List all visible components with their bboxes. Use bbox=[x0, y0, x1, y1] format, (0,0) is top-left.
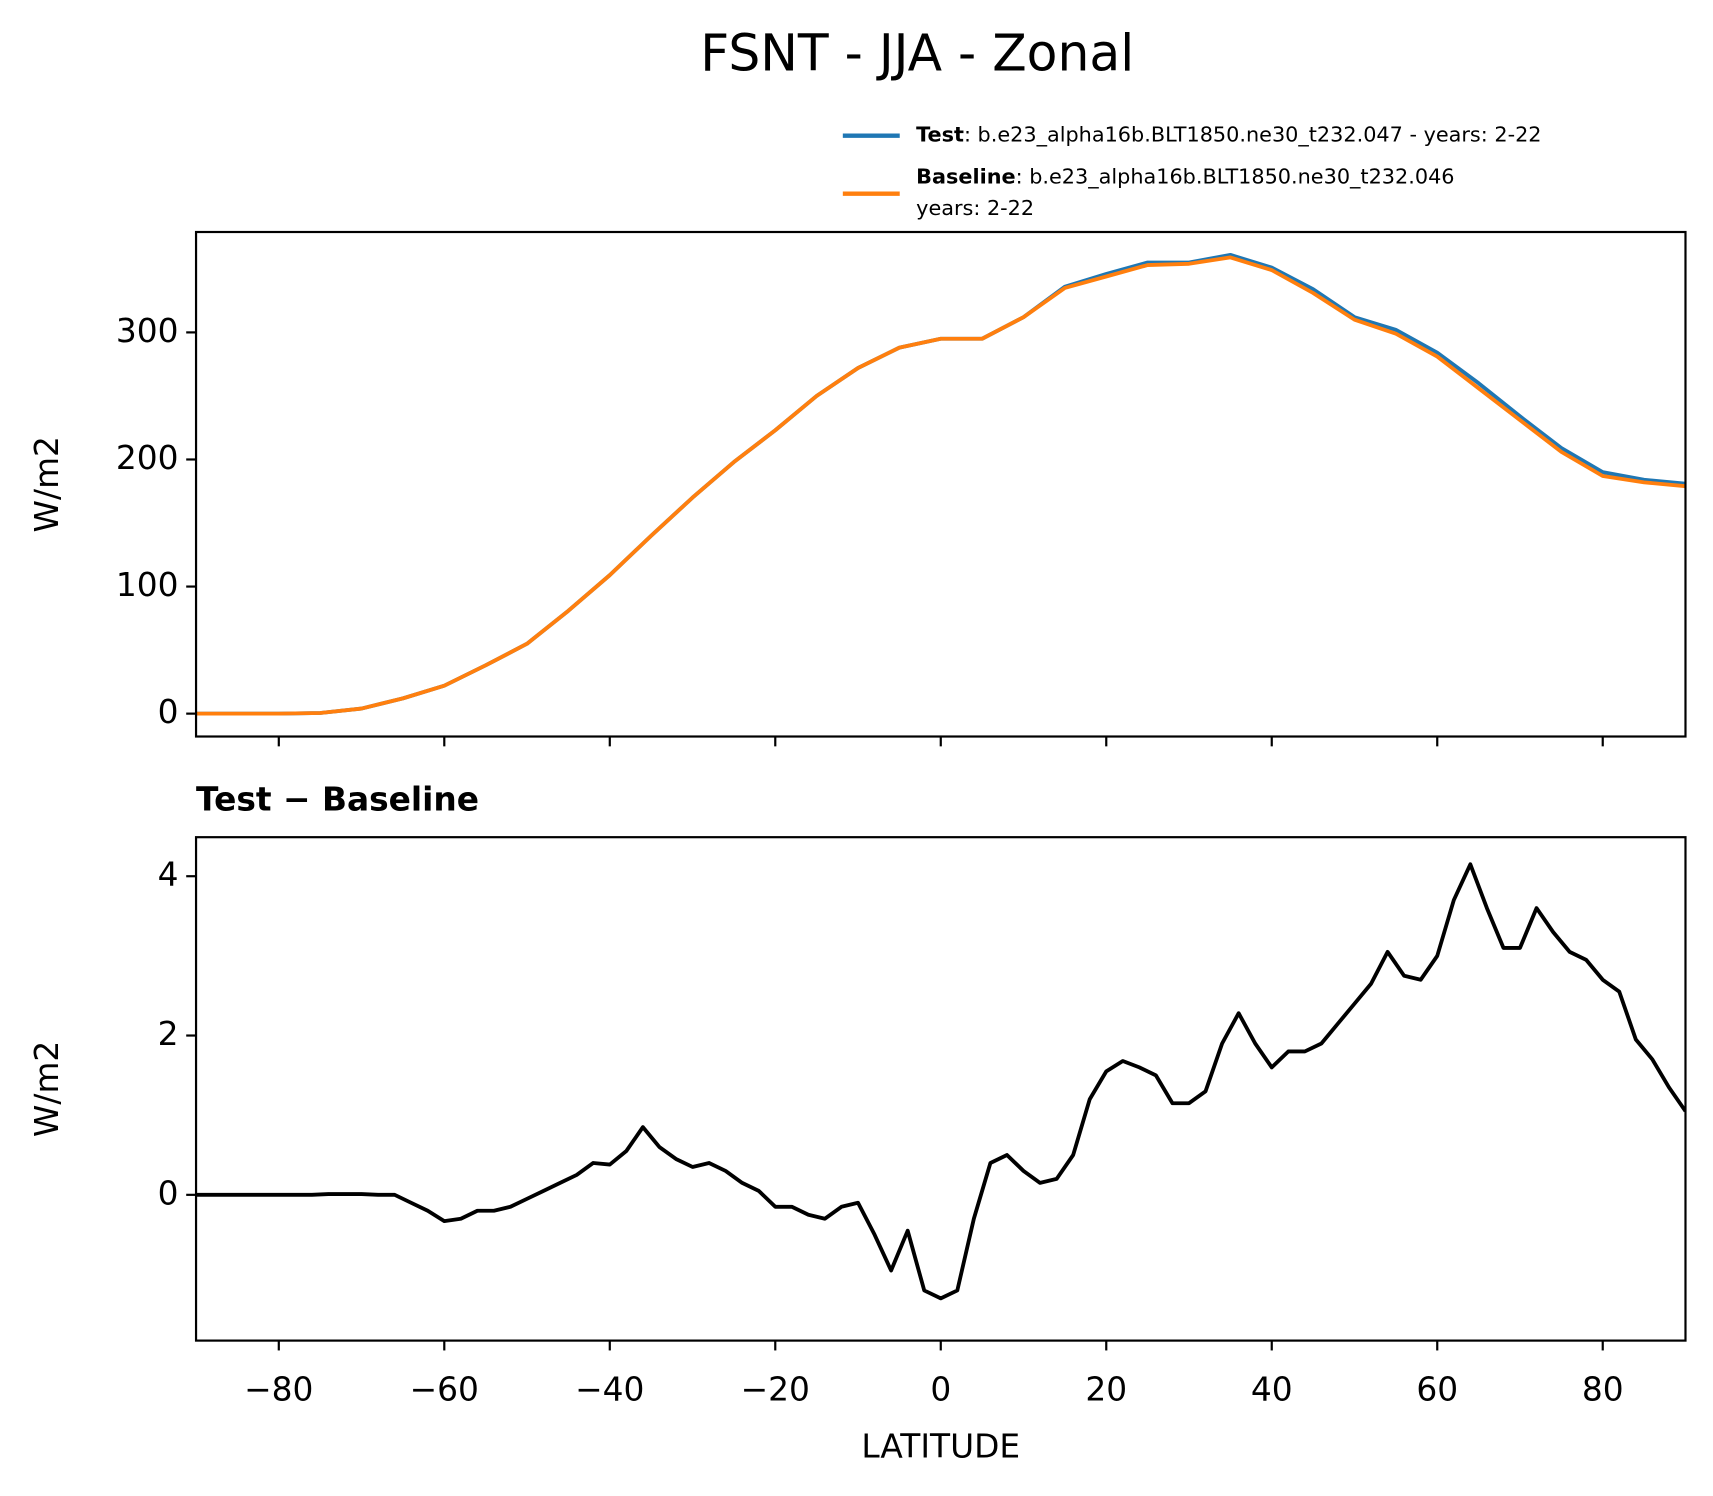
x-tick-label: 60 bbox=[1416, 1370, 1458, 1408]
y-tick-label: 100 bbox=[116, 566, 179, 604]
legend-description: years: 2-22 bbox=[916, 196, 1034, 220]
x-tick-label: −60 bbox=[410, 1370, 479, 1408]
x-tick-label: −20 bbox=[741, 1370, 810, 1408]
x-tick-label: −80 bbox=[244, 1370, 313, 1408]
x-tick-label: −40 bbox=[575, 1370, 644, 1408]
legend-name: Test bbox=[916, 123, 964, 147]
y-tick-label: 200 bbox=[116, 439, 179, 477]
legend-description: : b.e23_alpha16b.BLT1850.ne30_t232.046 bbox=[1016, 164, 1455, 189]
series-line bbox=[196, 255, 1686, 716]
y-tick-label: 0 bbox=[158, 693, 179, 731]
series-line bbox=[196, 862, 1686, 1301]
legend-description: : b.e23_alpha16b.BLT1850.ne30_t232.047 -… bbox=[964, 123, 1542, 148]
x-tick-label: 0 bbox=[930, 1370, 951, 1408]
x-tick-label: 80 bbox=[1582, 1370, 1624, 1408]
y-axis-label: W/m2 bbox=[28, 436, 66, 532]
y-tick-label: 0 bbox=[158, 1174, 179, 1212]
legend-label: Baseline: b.e23_alpha16b.BLT1850.ne30_t2… bbox=[916, 164, 1454, 189]
figure-title: FSNT - JJA - Zonal bbox=[700, 23, 1134, 82]
y-tick-label: 300 bbox=[116, 312, 179, 350]
x-axis-label: LATITUDE bbox=[861, 1427, 1020, 1465]
y-tick-label: 4 bbox=[158, 856, 179, 894]
subplot-title: Test − Baseline bbox=[196, 781, 479, 819]
legend-label: Test: b.e23_alpha16b.BLT1850.ne30_t232.0… bbox=[916, 123, 1541, 148]
x-tick-label: 40 bbox=[1251, 1370, 1293, 1408]
y-tick-label: 2 bbox=[158, 1015, 179, 1053]
legend-name: Baseline bbox=[916, 164, 1015, 188]
x-tick-label: 20 bbox=[1085, 1370, 1127, 1408]
y-axis-label: W/m2 bbox=[28, 1041, 66, 1137]
